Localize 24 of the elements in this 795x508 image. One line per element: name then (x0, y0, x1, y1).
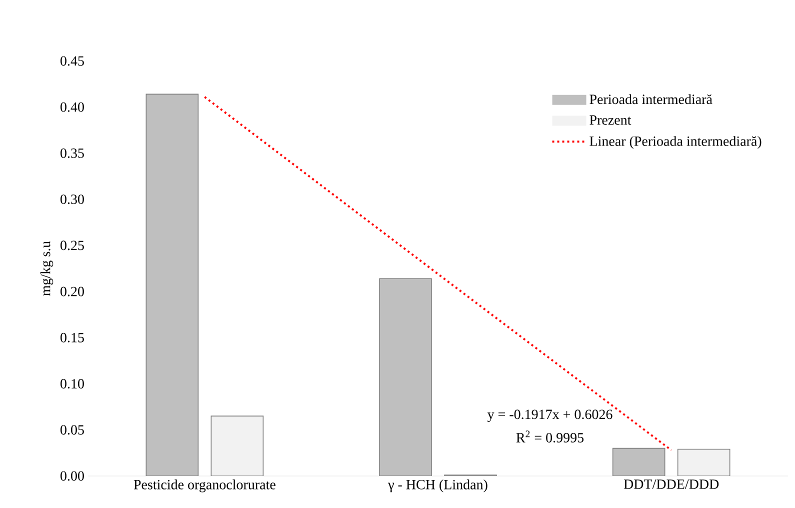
bar (677, 448, 730, 476)
y-tick-label: 0.25 (60, 240, 84, 250)
y-tick-label: 0.35 (60, 148, 84, 158)
x-tick-label: γ - HCH (Lindan) (388, 480, 488, 492)
legend-label: Perioada intermediară (590, 94, 712, 104)
y-tick-label: 0.05 (60, 425, 84, 435)
legend-label: Prezent (590, 115, 632, 125)
y-tick-label: 0.40 (60, 102, 84, 112)
bar (146, 94, 199, 476)
bar (210, 416, 264, 476)
annotation: R$^{2}$ = 0.9995 (516, 430, 584, 443)
y-tick-label: 0.00 (60, 471, 84, 481)
y-tick-label: 0.15 (60, 332, 84, 342)
x-tick-label: Pesticide organoclorurate (134, 480, 276, 492)
y-tick-label: 0.30 (60, 194, 84, 204)
legend-label: Linear (Perioada intermediară) (590, 136, 762, 149)
bar (379, 278, 432, 476)
y-tick-label: 0.20 (60, 286, 84, 296)
bar (612, 448, 666, 476)
y-axis-title: mg/kg s.u (40, 241, 54, 296)
y-tick-label: 0.10 (60, 379, 84, 389)
annotation: y = -0.1917x + 0.6026 (487, 410, 612, 422)
x-tick-label: DDT/DDE/DDD (624, 480, 719, 489)
y-tick-label: 0.45 (60, 56, 84, 66)
